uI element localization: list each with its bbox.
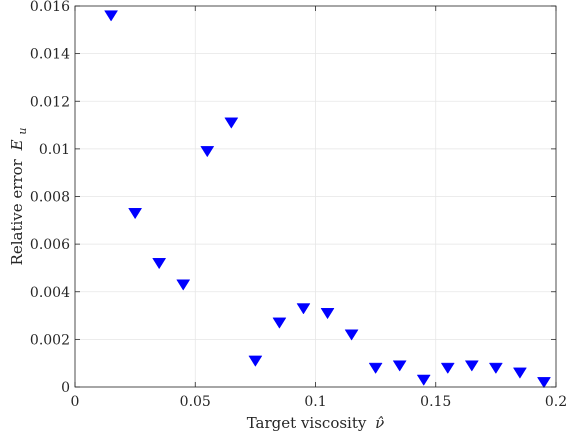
x-axis-label-text: Target viscosity	[247, 414, 367, 432]
y-tick-labels: 0 0.002 0.004 0.006 0.008 0.01 0.012 0.014 0.016	[30, 0, 70, 396]
data-point-marker	[272, 317, 287, 329]
x-tick-label: 0.05	[180, 394, 211, 410]
data-point-marker	[128, 208, 143, 220]
y-tick-label: 0.006	[30, 237, 70, 253]
y-tick-label: 0	[61, 380, 70, 396]
data-point-marker	[296, 303, 311, 315]
y-tick-label: 0.012	[30, 94, 70, 110]
y-tick-label: 0.008	[30, 190, 70, 206]
data-point-marker	[104, 10, 119, 22]
x-tick-label: 0	[71, 394, 80, 410]
x-axis-symbol: ν̂	[375, 414, 384, 432]
y-axis-symbol: E	[8, 139, 26, 151]
y-tick-label: 0.016	[30, 0, 70, 15]
y-tick-label: 0.002	[30, 332, 70, 348]
data-point-marker	[200, 146, 215, 158]
y-tick-label: 0.01	[39, 142, 70, 158]
x-tick-label: 0.2	[545, 394, 567, 410]
x-tick-label: 0.1	[304, 394, 326, 410]
data-point-marker	[416, 374, 431, 386]
y-axis-label-text: Relative error	[8, 158, 26, 265]
x-tick-label: 0.15	[420, 394, 451, 410]
data-point-marker	[537, 377, 551, 389]
x-tick-labels: 0 0.05 0.1 0.15 0.2	[71, 394, 567, 410]
y-tick-label: 0.014	[30, 47, 70, 63]
data-points	[104, 10, 551, 389]
data-point-marker	[344, 329, 359, 341]
y-axis-title: Relative error E u	[8, 128, 29, 266]
y-axis-symbol-subscript: u	[16, 128, 29, 135]
data-point-marker	[176, 279, 191, 291]
data-point-marker	[464, 360, 479, 372]
data-point-marker	[224, 117, 239, 129]
data-point-marker	[152, 258, 167, 270]
data-point-marker	[392, 360, 407, 372]
data-point-marker	[440, 362, 455, 374]
y-tick-label: 0.004	[30, 285, 70, 301]
plot-frame	[74, 5, 557, 388]
x-axis-title: Target viscosity ν̂	[247, 414, 385, 432]
data-point-marker	[320, 308, 335, 320]
data-point-marker	[488, 362, 503, 374]
data-point-marker	[512, 367, 527, 379]
data-point-marker	[248, 355, 263, 367]
data-point-marker	[368, 362, 383, 374]
